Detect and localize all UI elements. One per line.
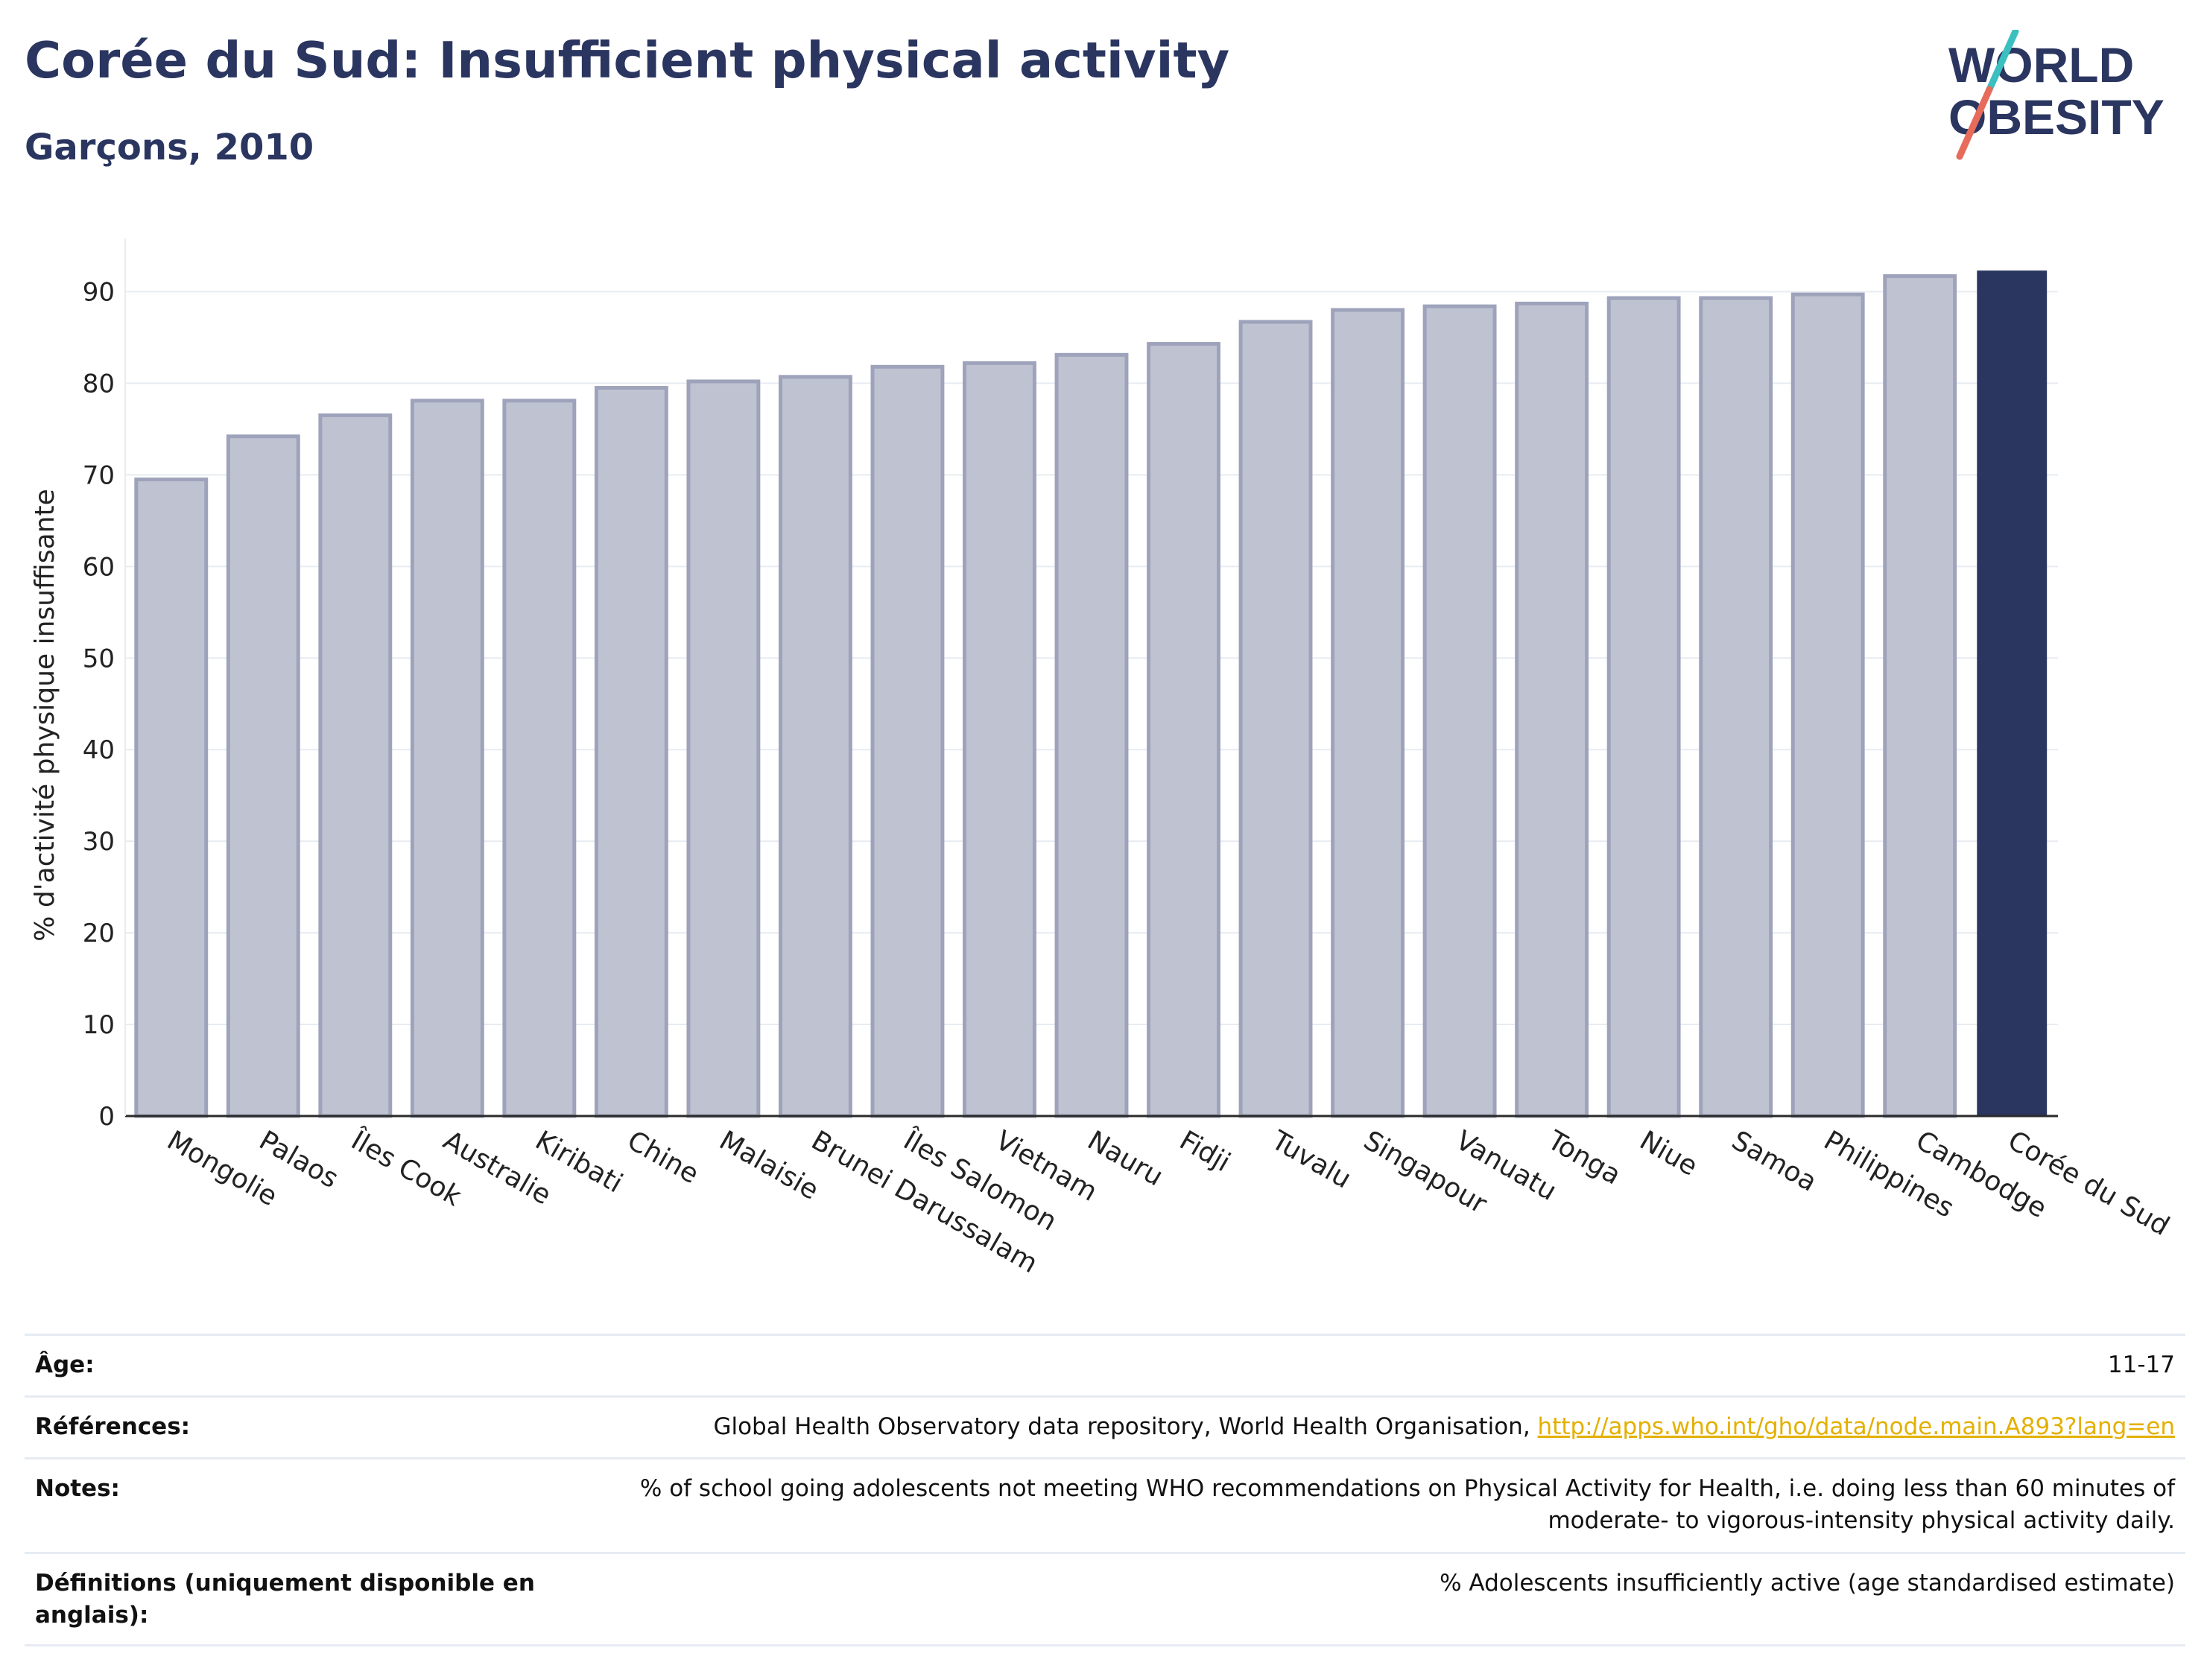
bar[interactable]: [226, 434, 300, 1118]
chart-title: Corée du Sud: Insufficient physical acti…: [25, 31, 1230, 89]
bar[interactable]: [963, 361, 1036, 1118]
references-label: Références:: [35, 1413, 191, 1440]
definitions-value: % Adolescents insufficiently active (age…: [1440, 1570, 2175, 1597]
x-tick-label: Tuvalu: [1266, 1125, 1356, 1195]
info-table: Âge: 11-17 Références: Global Health Obs…: [25, 1334, 2185, 1646]
bar[interactable]: [778, 375, 852, 1118]
bar[interactable]: [410, 399, 484, 1118]
bar[interactable]: [1606, 296, 1681, 1118]
bar[interactable]: [318, 413, 393, 1118]
bar[interactable]: [1147, 342, 1220, 1118]
logo-slash-red: [1956, 86, 1993, 160]
bar[interactable]: [1515, 301, 1589, 1118]
chart-subtitle: Garçons, 2010: [25, 127, 314, 168]
info-row-references: Références: Global Health Observatory da…: [25, 1395, 2185, 1457]
x-tick-label: Chine: [622, 1125, 704, 1190]
y-tick-label: 90: [83, 277, 115, 307]
bars: [134, 270, 2048, 1118]
bar[interactable]: [1422, 304, 1497, 1118]
bar[interactable]: [1238, 320, 1313, 1118]
bar[interactable]: [870, 364, 945, 1118]
world-obesity-logo: WORLD OBESITY: [1948, 30, 2165, 160]
info-row-age: Âge: 11-17: [25, 1334, 2185, 1395]
notes-value: % of school going adolescents not meetin…: [639, 1475, 2175, 1534]
y-tick-label: 50: [83, 644, 115, 673]
bar[interactable]: [1054, 352, 1129, 1118]
logo-line1: WORLD: [1948, 37, 2134, 92]
notes-label: Notes:: [35, 1475, 120, 1502]
bar[interactable]: [1699, 296, 1773, 1118]
y-tick-label: 60: [83, 552, 115, 582]
info-row-notes: Notes: % of school going adolescents not…: [25, 1457, 2185, 1552]
definitions-label: Définitions (uniquement disponible en an…: [35, 1570, 535, 1629]
y-tick-label: 10: [83, 1010, 115, 1040]
references-value: Global Health Observatory data repositor…: [610, 1411, 2175, 1443]
bar[interactable]: [1883, 274, 1957, 1118]
bar[interactable]: [502, 399, 577, 1118]
logo-slash-teal: [1986, 30, 2019, 93]
bar[interactable]: [686, 379, 761, 1118]
x-tick-label: Samoa: [1726, 1125, 1822, 1198]
y-tick-label: 0: [98, 1102, 115, 1132]
bar[interactable]: [1790, 292, 1865, 1118]
y-axis-label: % d'activité physique insuffisante: [30, 489, 60, 941]
y-tick-labels: 0 10 20 30 40 50 60 70 80 90: [83, 277, 115, 1132]
x-tick-label: Niue: [1635, 1125, 1703, 1182]
y-tick-label: 30: [83, 827, 115, 857]
y-tick-label: 40: [83, 735, 115, 765]
age-label: Âge:: [35, 1351, 95, 1378]
bar[interactable]: [134, 478, 209, 1118]
references-text: Global Health Observatory data repositor…: [713, 1413, 1538, 1440]
y-tick-label: 80: [83, 369, 115, 399]
x-tick-label: Fidji: [1174, 1125, 1235, 1178]
bar[interactable]: [1331, 308, 1405, 1118]
bar[interactable]: [594, 386, 668, 1118]
x-tick-label: Malaisie: [714, 1125, 823, 1206]
y-tick-label: 70: [83, 460, 115, 490]
bar[interactable]: [1977, 270, 2048, 1116]
age-value: 11-17: [2107, 1351, 2175, 1378]
references-link[interactable]: http://apps.who.int/gho/data/node.main.A…: [1537, 1413, 2175, 1440]
axes: [124, 238, 2058, 1118]
info-row-definitions: Définitions (uniquement disponible en an…: [25, 1552, 2185, 1646]
y-tick-label: 20: [83, 919, 115, 948]
